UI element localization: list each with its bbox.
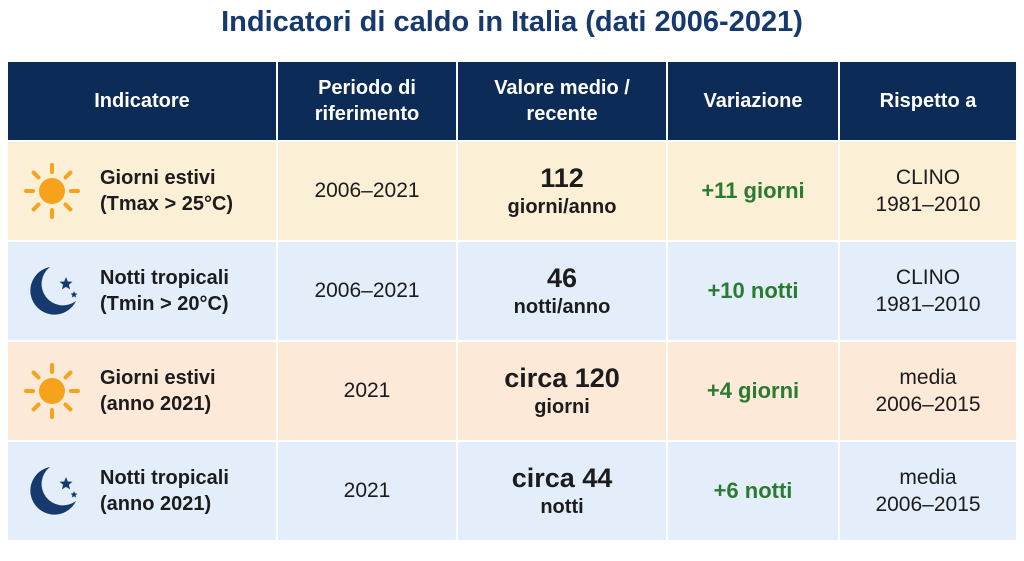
period: 2021 (343, 379, 391, 403)
indicator-cell: Notti tropicali (anno 2021) (8, 442, 276, 540)
period-cell: 2021 (278, 342, 456, 440)
indicator-text: Giorni estivi (Tmax > 25°C) (100, 165, 233, 217)
change-cell: +11 giorni (668, 142, 838, 240)
change: +4 giorni (706, 377, 800, 403)
period: 2006–2021 (314, 279, 420, 303)
indicator-line: (Tmin > 20°C) (100, 293, 229, 315)
indicator-text: Notti tropicali (Tmin > 20°C) (100, 265, 229, 317)
reference-line: media (899, 465, 957, 489)
value-cell: circa 120 giorni (458, 342, 666, 440)
change: +10 notti (707, 277, 799, 303)
header-text: Periodo di (318, 77, 416, 99)
indicator-text: Notti tropicali (anno 2021) (100, 465, 229, 517)
value-unit: giorni/anno (507, 196, 617, 219)
reference-line: CLINO (895, 265, 961, 289)
indicator-line: Notti tropicali (100, 467, 229, 489)
moon-icon (22, 461, 82, 521)
reference-line: 1981–2010 (875, 293, 981, 316)
indicator-line: Notti tropicali (100, 267, 229, 289)
reference-cell: media 2006–2015 (840, 442, 1016, 540)
header-text: Valore medio / (494, 77, 630, 99)
title: Indicatori di caldo in Italia (dati 2006… (221, 6, 803, 38)
header-text: riferimento (314, 103, 420, 125)
change-cell: +10 notti (668, 242, 838, 340)
header-cell: Periodo di riferimento (278, 62, 456, 140)
header-text: Rispetto a (879, 90, 977, 112)
indicator-cell: Notti tropicali (Tmin > 20°C) (8, 242, 276, 340)
change-cell: +6 notti (668, 442, 838, 540)
header-text: Indicatore (94, 90, 190, 112)
value: 46 (546, 262, 578, 293)
change-cell: +4 giorni (668, 342, 838, 440)
value: circa 44 (511, 462, 613, 493)
header-cell: Indicatore (8, 62, 276, 140)
header-cell: Valore medio / recente (458, 62, 666, 140)
period-cell: 2006–2021 (278, 142, 456, 240)
indicator-line: Giorni estivi (100, 167, 216, 189)
period-cell: 2021 (278, 442, 456, 540)
period: 2006–2021 (314, 179, 420, 203)
sun-icon (22, 161, 82, 221)
value: circa 120 (504, 362, 620, 393)
reference-cell: media 2006–2015 (840, 342, 1016, 440)
sun-icon (22, 361, 82, 421)
value-cell: 46 notti/anno (458, 242, 666, 340)
value-unit: notti/anno (513, 296, 611, 319)
moon-icon (22, 261, 82, 321)
reference-line: 1981–2010 (875, 193, 981, 216)
reference-line: 2006–2015 (875, 393, 981, 416)
reference-line: media (899, 365, 957, 389)
value-unit: notti (540, 496, 584, 519)
header-text: recente (526, 103, 598, 125)
header-text: Variazione (703, 90, 803, 112)
header-cell: Variazione (668, 62, 838, 140)
indicator-text: Giorni estivi (anno 2021) (100, 365, 216, 417)
period-cell: 2006–2021 (278, 242, 456, 340)
indicator-cell: Giorni estivi (Tmax > 25°C) (8, 142, 276, 240)
value: 112 (540, 162, 584, 193)
value-cell: 112 giorni/anno (458, 142, 666, 240)
reference-line: 2006–2015 (875, 493, 981, 516)
indicator-line: Giorni estivi (100, 367, 216, 389)
value-cell: circa 44 notti (458, 442, 666, 540)
indicator-line: (Tmax > 25°C) (100, 193, 234, 215)
value-unit: giorni (534, 396, 590, 419)
change: +6 notti (713, 477, 793, 503)
table: Indicatore Periodo di riferimento Valore me… (8, 62, 1016, 540)
reference-line: CLINO (895, 165, 961, 189)
indicator-line: (anno 2021) (100, 393, 212, 415)
indicator-line: (anno 2021) (100, 493, 212, 515)
period: 2021 (343, 479, 391, 503)
header-cell: Rispetto a (840, 62, 1016, 140)
reference-cell: CLINO 1981–2010 (840, 142, 1016, 240)
indicator-cell: Giorni estivi (anno 2021) (8, 342, 276, 440)
change: +11 giorni (701, 177, 805, 203)
reference-cell: CLINO 1981–2010 (840, 242, 1016, 340)
